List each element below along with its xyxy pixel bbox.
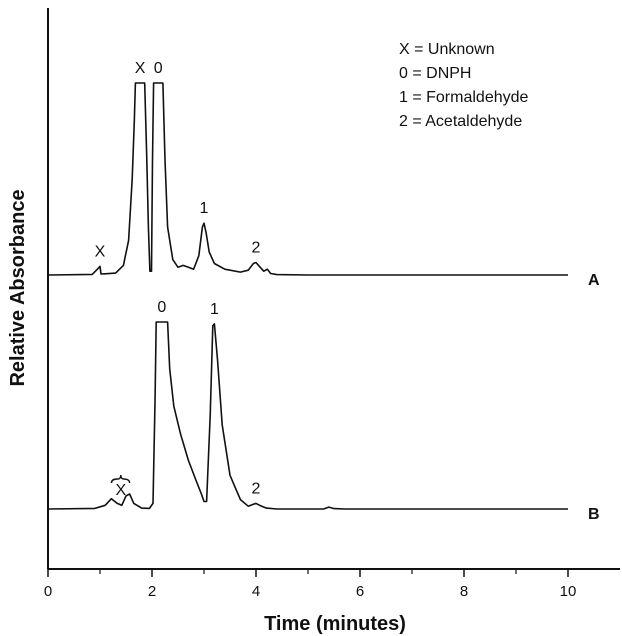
x-tick-labels: 0 2 4 6 8 10 [44,583,577,600]
legend-entry: 1 = Formaldehyde [399,89,529,106]
traces [47,82,568,510]
x-axis-title: Time (minutes) [264,613,406,635]
x-tick-label: 6 [356,583,364,600]
trace-a-line [47,82,568,276]
legend-entry: X = Unknown [399,41,495,58]
peak-label: 0 [157,299,166,316]
trace-b-line [47,321,568,510]
x-ticks [47,569,569,577]
trace-tags: AB [588,272,600,523]
peak-label: X [95,243,106,260]
trace-tag-b: B [588,506,600,523]
peak-label: 2 [252,240,261,257]
y-axis-title: Relative Absorbance [7,189,29,386]
peak-label: 1 [200,200,209,217]
x-tick-label: 4 [252,583,260,600]
peak-label: 2 [252,480,261,497]
legend-entry: 2 = Acetaldehyde [399,113,522,130]
x-tick-label: 0 [44,583,52,600]
x-tick-label: 10 [560,583,577,600]
peak-label: 1 [210,301,219,318]
peak-label: 0 [154,60,163,77]
peak-brace [110,474,131,484]
legend-entry: 0 = DNPH [399,65,471,82]
peak-label: X [135,60,146,77]
trace-tag-a: A [588,272,600,289]
x-tick-label: 2 [148,583,156,600]
legend: X = Unknown 0 = DNPH 1 = Formaldehyde 2 = A… [399,41,529,130]
peak-label: X [115,482,126,499]
x-tick-label: 8 [460,583,468,600]
